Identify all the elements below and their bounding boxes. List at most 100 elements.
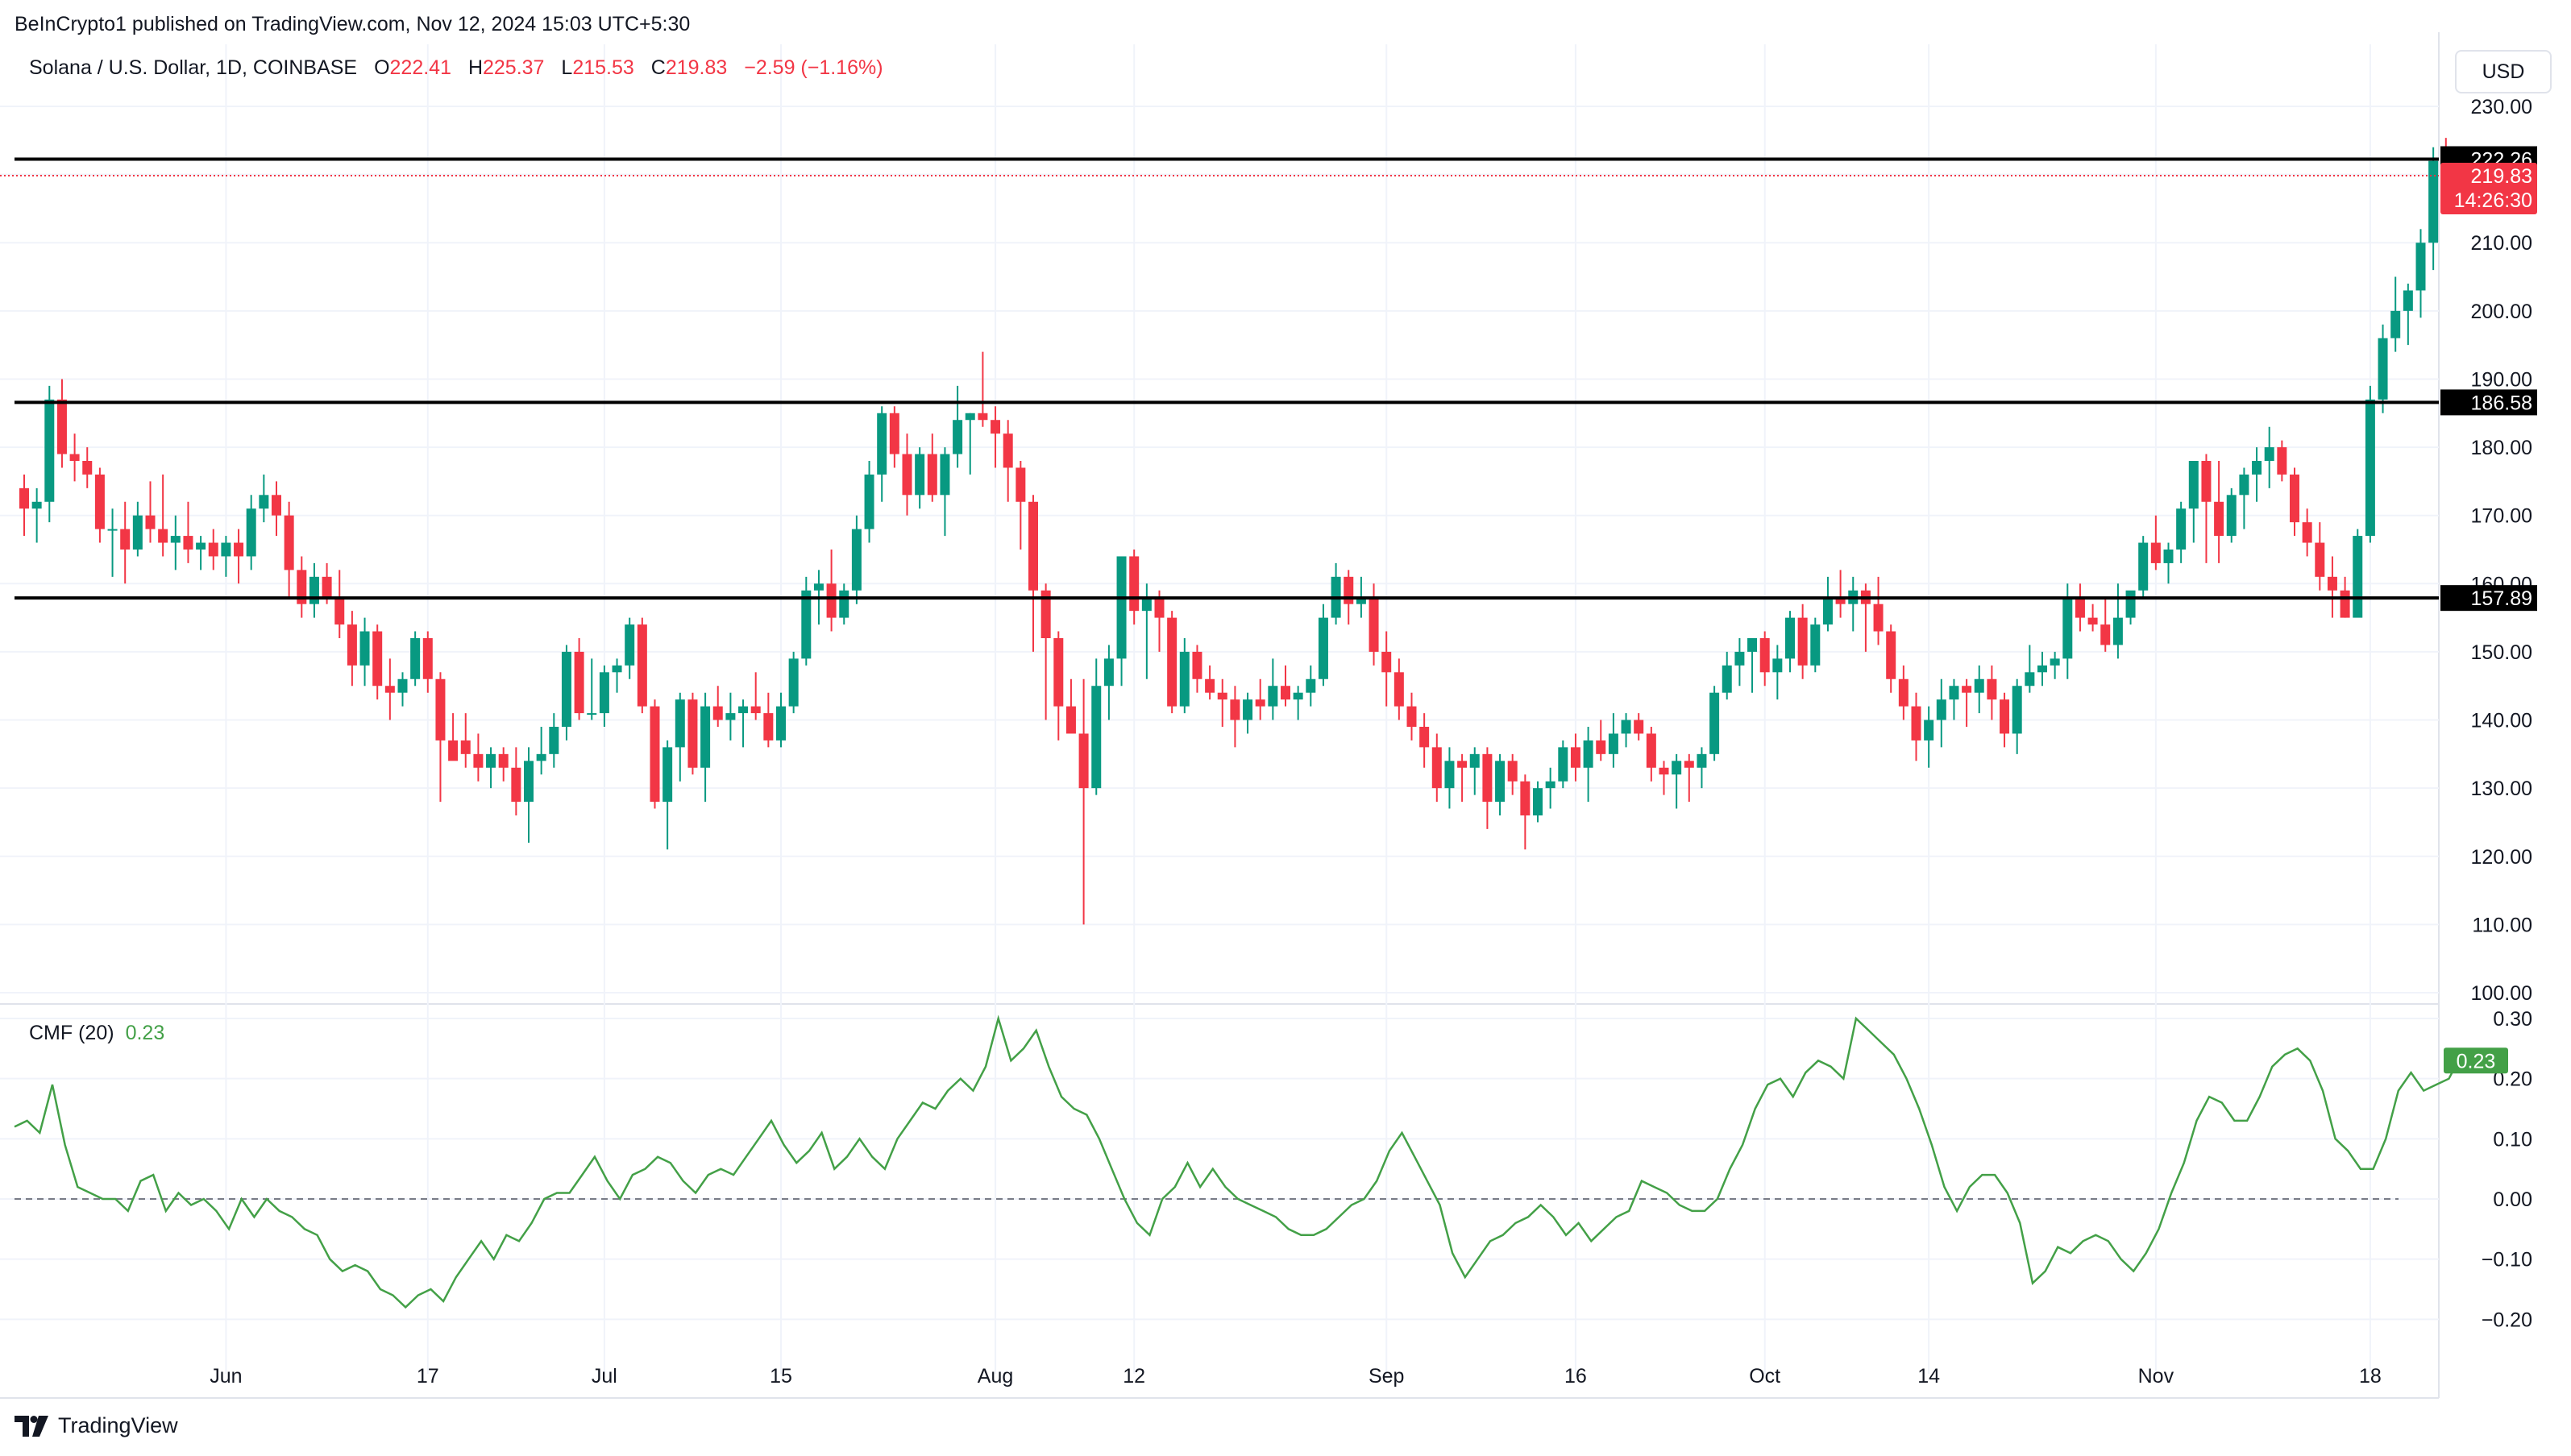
candle-body[interactable] [359, 631, 370, 666]
candle-body[interactable] [587, 713, 597, 716]
candle-body[interactable] [1255, 699, 1265, 707]
candle-body[interactable] [1558, 747, 1568, 782]
candle-body[interactable] [813, 583, 824, 591]
candle-body[interactable] [1141, 597, 1152, 612]
candle-body[interactable] [902, 454, 912, 496]
candle-body[interactable] [1987, 678, 1997, 700]
candle-body[interactable] [637, 624, 647, 707]
candle-body[interactable] [1936, 699, 1946, 720]
candle-body[interactable] [725, 713, 736, 720]
candle-body[interactable] [2252, 461, 2262, 475]
candle-body[interactable] [334, 597, 345, 625]
candle-body[interactable] [183, 536, 193, 550]
candle-body[interactable] [1759, 638, 1770, 673]
candle-body[interactable] [309, 576, 319, 604]
candle-body[interactable] [1873, 604, 1884, 632]
candle-body[interactable] [839, 590, 849, 618]
candle-body[interactable] [234, 542, 244, 557]
candle-body[interactable] [1381, 651, 1392, 673]
candle-body[interactable] [1040, 590, 1051, 638]
candle-body[interactable] [1810, 624, 1821, 666]
candle-body[interactable] [2012, 686, 2022, 734]
candle-body[interactable] [170, 536, 181, 543]
candle-body[interactable] [1192, 651, 1202, 679]
candle-body[interactable] [1583, 740, 1593, 768]
candle-body[interactable] [1797, 617, 1808, 666]
candle-body[interactable] [2428, 160, 2439, 243]
candle-body[interactable] [1003, 433, 1013, 468]
candle-body[interactable] [561, 651, 571, 727]
candle-body[interactable] [322, 576, 332, 598]
candle-body[interactable] [1293, 692, 1303, 700]
candle-body[interactable] [700, 706, 711, 768]
candle-body[interactable] [712, 706, 723, 720]
candle-body[interactable] [1684, 761, 1694, 768]
candle-body[interactable] [1457, 761, 1468, 768]
candle-body[interactable] [1596, 740, 1606, 754]
candle-body[interactable] [56, 399, 67, 454]
candle-body[interactable] [372, 631, 383, 687]
candle-body[interactable] [953, 420, 963, 454]
candle-body[interactable] [1962, 686, 1972, 693]
candle-body[interactable] [549, 727, 559, 754]
candle-body[interactable] [2025, 672, 2035, 687]
candle-body[interactable] [208, 542, 218, 557]
candle-body[interactable] [2327, 576, 2337, 591]
candle-body[interactable] [1016, 467, 1026, 502]
candle-body[interactable] [272, 495, 281, 516]
candle-body[interactable] [158, 529, 168, 543]
candle-body[interactable] [1785, 617, 1795, 659]
candle-body[interactable] [460, 740, 471, 754]
candle-body[interactable] [1734, 651, 1745, 666]
candle-body[interactable] [2100, 624, 2111, 645]
candle-body[interactable] [1431, 747, 1442, 789]
candle-body[interactable] [1217, 692, 1227, 700]
candle-body[interactable] [1709, 692, 1720, 754]
cmf-legend[interactable]: CMF (20) 0.23 [29, 1022, 164, 1045]
candle-body[interactable] [2075, 597, 2085, 618]
candle-body[interactable] [927, 454, 937, 496]
candle-body[interactable] [1886, 631, 1896, 679]
candle-body[interactable] [1179, 651, 1190, 707]
candle-body[interactable] [1129, 556, 1140, 612]
candle-body[interactable] [1482, 753, 1493, 803]
candle-body[interactable] [877, 413, 887, 475]
currency-button[interactable]: USD [2455, 50, 2552, 93]
candle-body[interactable] [1747, 638, 1758, 652]
candle-body[interactable] [1520, 781, 1531, 815]
candle-body[interactable] [473, 753, 484, 768]
candle-body[interactable] [1406, 706, 1417, 727]
candle-body[interactable] [536, 753, 546, 761]
candle-body[interactable] [788, 658, 799, 707]
candle-body[interactable] [69, 454, 80, 461]
candle-body[interactable] [1924, 720, 1934, 740]
candle-body[interactable] [1444, 761, 1455, 789]
candle-body[interactable] [625, 624, 635, 666]
candle-body[interactable] [991, 420, 1001, 434]
candle-body[interactable] [2087, 617, 2098, 625]
candle-body[interactable] [1103, 658, 1114, 687]
candle-body[interactable] [1230, 699, 1240, 720]
candle-body[interactable] [1621, 720, 1631, 734]
candle-body[interactable] [422, 638, 433, 679]
candle-body[interactable] [297, 570, 307, 604]
candle-body[interactable] [2062, 597, 2073, 659]
candle-body[interactable] [448, 740, 459, 761]
candle-body[interactable] [82, 461, 93, 475]
candle-body[interactable] [1167, 617, 1178, 707]
candle-body[interactable] [965, 413, 975, 421]
candle-body[interactable] [2403, 290, 2413, 311]
candle-body[interactable] [1545, 781, 1555, 789]
candle-body[interactable] [410, 638, 421, 679]
candle-body[interactable] [2112, 617, 2123, 645]
candle-body[interactable] [2214, 501, 2224, 537]
candle-body[interactable] [2176, 508, 2187, 550]
candle-body[interactable] [889, 413, 899, 454]
candle-body[interactable] [1091, 686, 1102, 789]
candle-body[interactable] [486, 753, 496, 768]
candle-body[interactable] [246, 508, 256, 557]
candle-body[interactable] [132, 515, 143, 550]
candle-body[interactable] [2138, 542, 2149, 591]
candle-body[interactable] [1028, 501, 1038, 591]
